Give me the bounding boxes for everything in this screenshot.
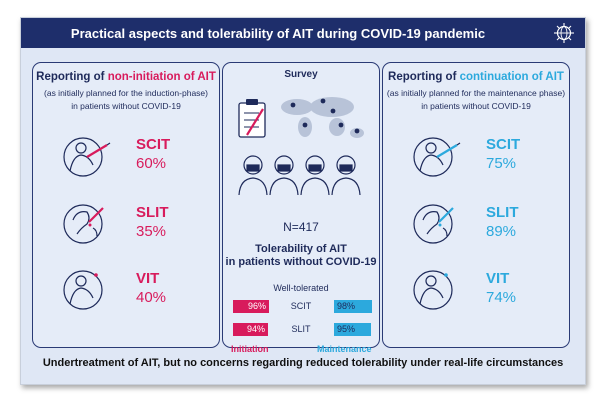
- infographic-card: Practical aspects and tolerability of AI…: [20, 17, 586, 385]
- vit-label: VIT: [486, 270, 510, 287]
- survey-panel: Survey: [222, 62, 380, 354]
- continuation-heading: Reporting of continuation of AIT: [383, 71, 569, 83]
- scit-label: SCIT: [486, 136, 521, 153]
- heading-highlight: non-initiation of AIT: [107, 71, 216, 83]
- location-pin-icons: [290, 98, 360, 134]
- bee-sting-arm-icon: [413, 270, 453, 310]
- sample-size: N=417: [283, 220, 319, 234]
- sublingual-drops-icon: [413, 204, 454, 244]
- sublingual-drops-icon: [63, 204, 104, 244]
- heading-prefix: Reporting of: [388, 71, 460, 83]
- non-initiation-panel: Reporting of non-initiation of AIT (as i…: [32, 62, 220, 348]
- vit-value: 40%: [136, 289, 167, 306]
- slit-row-label: SLIT: [291, 324, 311, 334]
- legend-maintenance: Maintenance: [317, 344, 372, 354]
- survey-label: Survey: [284, 69, 318, 80]
- subtitle-line-1: (as initially planned for the induction-…: [44, 88, 208, 98]
- legend-initiation: Initiation: [231, 344, 269, 354]
- title-bar: Practical aspects and tolerability of AI…: [21, 18, 585, 48]
- subtitle-line-1: (as initially planned for the maintenanc…: [386, 88, 566, 98]
- conclusion-footer: Undertreatment of AIT, but no concerns r…: [42, 357, 564, 369]
- slit-value: 89%: [486, 223, 517, 240]
- subtitle-line-2: in patients without COVID-19: [421, 101, 531, 111]
- page-title: Practical aspects and tolerability of AI…: [70, 26, 486, 41]
- scit-row-label: SCIT: [290, 301, 312, 311]
- vit-label: VIT: [136, 270, 160, 287]
- survey-illustration: [238, 97, 364, 196]
- clipboard-checklist-icon: [238, 99, 266, 138]
- vit-value: 74%: [486, 289, 517, 306]
- heading-highlight: continuation of AIT: [459, 71, 564, 83]
- slit-value: 35%: [136, 223, 167, 240]
- continuation-panel: Reporting of continuation of AIT (as ini…: [382, 62, 570, 348]
- slit-label: SLIT: [136, 204, 169, 221]
- doctors-icon: [238, 155, 361, 196]
- scit-value: 60%: [136, 155, 167, 172]
- slit-maintenance-bar: 95%: [334, 323, 371, 336]
- non-initiation-heading: Reporting of non-initiation of AIT: [33, 71, 219, 83]
- injection-arm-icon: [63, 137, 111, 177]
- scit-value: 75%: [486, 155, 517, 172]
- heading-prefix: Reporting of: [36, 71, 108, 83]
- scit-maintenance-bar: 98%: [334, 300, 372, 313]
- scit-initiation-bar: 96%: [233, 300, 269, 313]
- coronavirus-globe-icon: [554, 23, 574, 43]
- subtitle-line-2: in patients without COVID-19: [71, 101, 181, 111]
- well-tolerated-label: Well-tolerated: [273, 283, 329, 293]
- tolerability-line-1: Tolerability of AIT: [255, 243, 347, 255]
- tolerability-heading: Tolerability of AIT in patients without …: [223, 243, 379, 269]
- tolerability-line-2: in patients without COVID-19: [225, 256, 377, 268]
- bee-sting-arm-icon: [63, 270, 103, 310]
- slit-label: SLIT: [486, 204, 519, 221]
- slit-initiation-bar: 94%: [233, 323, 268, 336]
- scit-label: SCIT: [136, 136, 171, 153]
- injection-arm-icon: [413, 137, 461, 177]
